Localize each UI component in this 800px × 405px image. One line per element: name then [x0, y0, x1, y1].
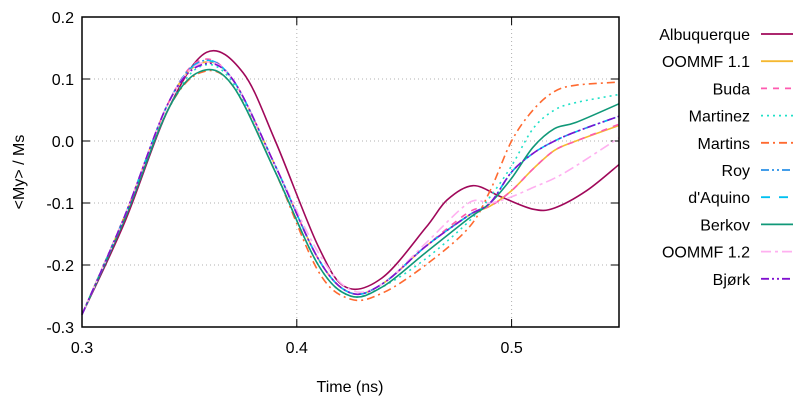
y-tick-label: 0.0: [52, 134, 74, 151]
series-line-1: [81, 60, 620, 315]
plot-frame: [81, 16, 620, 328]
y-tick-label: -0.2: [46, 258, 74, 275]
series-line-3: [81, 63, 620, 315]
legend-label: Albuquerque: [659, 27, 750, 44]
series-lines: [81, 50, 620, 315]
legend-label: Bjørk: [713, 272, 751, 289]
series-line-6: [81, 59, 620, 315]
legend-label: Buda: [713, 81, 750, 98]
legend-label: Roy: [722, 163, 750, 180]
x-axis-label: Time (ns): [317, 379, 384, 396]
legend-label: OOMMF 1.1: [662, 54, 750, 71]
legend-label: Berkov: [700, 217, 750, 234]
series-line-2: [81, 58, 620, 315]
ticks: 0.3 0.4 0.5 0.2 0.1 0.0 -0.1 -0.2 -0.3: [46, 10, 619, 357]
series-line-7: [81, 68, 620, 315]
legend-label: Martins: [698, 136, 750, 153]
y-tick-label: 0.2: [52, 10, 74, 27]
y-tick-label: 0.1: [52, 72, 74, 89]
series-line-8: [81, 60, 620, 315]
x-tick-label: 0.4: [286, 340, 308, 357]
legend-label: OOMMF 1.2: [662, 245, 750, 262]
series-line-9: [81, 62, 620, 315]
x-tick-label: 0.3: [71, 340, 93, 357]
grid: [81, 16, 619, 328]
legend-label: Martinez: [689, 109, 750, 126]
legend: Albuquerque OOMMF 1.1 Buda Martinez Martins R…: [659, 27, 793, 289]
legend-label: d'Aquino: [688, 190, 750, 207]
series-line-0: [81, 50, 620, 315]
y-tick-label: -0.1: [46, 196, 74, 213]
series-line-4: [81, 69, 620, 315]
y-tick-label: -0.3: [46, 320, 74, 337]
series-line-5: [81, 59, 620, 315]
x-tick-label: 0.5: [500, 340, 522, 357]
y-axis-label: <My> / Ms: [11, 135, 28, 210]
